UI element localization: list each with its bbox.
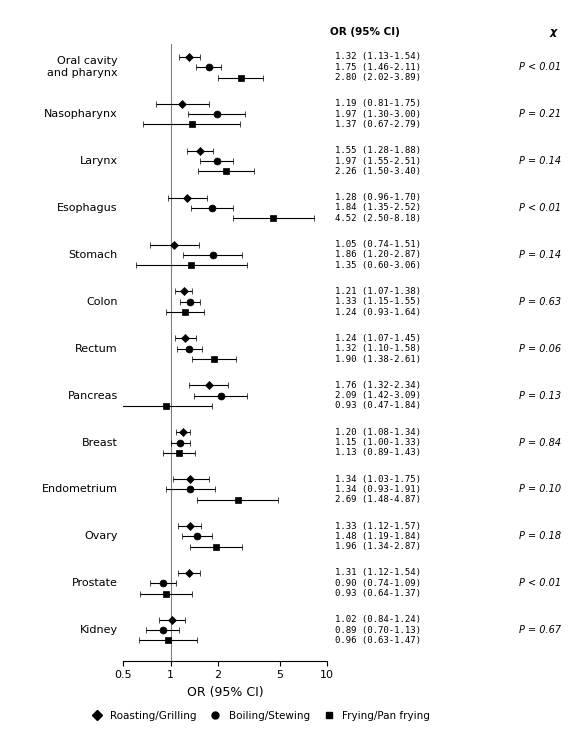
Text: 1.96 (1.34-2.87): 1.96 (1.34-2.87)	[335, 542, 421, 551]
Text: P = 0.63: P = 0.63	[519, 297, 561, 307]
Text: 1.02 (0.84-1.24): 1.02 (0.84-1.24)	[335, 615, 421, 624]
Text: 0.89 (0.70-1.13): 0.89 (0.70-1.13)	[335, 626, 421, 634]
Text: OR (95% CI): OR (95% CI)	[330, 27, 400, 36]
Text: 1.86 (1.20-2.87): 1.86 (1.20-2.87)	[335, 250, 421, 259]
Text: 1.75 (1.46-2.11): 1.75 (1.46-2.11)	[335, 63, 421, 72]
Text: P < 0.01: P < 0.01	[519, 62, 561, 72]
Text: 1.32 (1.13-1.54): 1.32 (1.13-1.54)	[335, 53, 421, 61]
Text: 1.55 (1.28-1.88): 1.55 (1.28-1.88)	[335, 146, 421, 155]
Text: P = 0.06: P = 0.06	[519, 344, 561, 354]
Text: 1.33 (1.12-1.57): 1.33 (1.12-1.57)	[335, 521, 421, 531]
Text: P = 0.21: P = 0.21	[519, 110, 561, 119]
Text: P = 0.14: P = 0.14	[519, 156, 561, 166]
Text: 1.19 (0.81-1.75): 1.19 (0.81-1.75)	[335, 99, 421, 108]
X-axis label: OR (95% CI): OR (95% CI)	[187, 686, 263, 699]
Text: 1.20 (1.08-1.34): 1.20 (1.08-1.34)	[335, 428, 421, 437]
Text: 1.34 (1.03-1.75): 1.34 (1.03-1.75)	[335, 474, 421, 483]
Text: 0.90 (0.74-1.09): 0.90 (0.74-1.09)	[335, 579, 421, 588]
Text: 1.05 (0.74-1.51): 1.05 (0.74-1.51)	[335, 240, 421, 249]
Legend: Roasting/Grilling, Boiling/Stewing, Frying/Pan frying: Roasting/Grilling, Boiling/Stewing, Fryi…	[82, 707, 435, 725]
Text: 2.80 (2.02-3.89): 2.80 (2.02-3.89)	[335, 73, 421, 82]
Text: P = 0.18: P = 0.18	[519, 531, 561, 542]
Text: 1.35 (0.60-3.06): 1.35 (0.60-3.06)	[335, 261, 421, 269]
Text: 1.76 (1.32-2.34): 1.76 (1.32-2.34)	[335, 381, 421, 390]
Text: 1.97 (1.55-2.51): 1.97 (1.55-2.51)	[335, 156, 421, 166]
Text: P = 0.13: P = 0.13	[519, 391, 561, 401]
Text: 1.24 (1.07-1.45): 1.24 (1.07-1.45)	[335, 334, 421, 343]
Text: 0.96 (0.63-1.47): 0.96 (0.63-1.47)	[335, 636, 421, 645]
Text: 1.15 (1.00-1.33): 1.15 (1.00-1.33)	[335, 438, 421, 447]
Text: 1.24 (0.93-1.64): 1.24 (0.93-1.64)	[335, 307, 421, 317]
Text: 1.90 (1.38-2.61): 1.90 (1.38-2.61)	[335, 355, 421, 364]
Text: 2.09 (1.42-3.09): 2.09 (1.42-3.09)	[335, 391, 421, 400]
Text: 1.97 (1.30-3.00): 1.97 (1.30-3.00)	[335, 110, 421, 119]
Text: 1.33 (1.15-1.55): 1.33 (1.15-1.55)	[335, 297, 421, 307]
Text: 1.21 (1.07-1.38): 1.21 (1.07-1.38)	[335, 287, 421, 296]
Text: P = 0.14: P = 0.14	[519, 250, 561, 260]
Text: 1.13 (0.89-1.43): 1.13 (0.89-1.43)	[335, 448, 421, 457]
Text: 1.31 (1.12-1.54): 1.31 (1.12-1.54)	[335, 569, 421, 577]
Text: 1.32 (1.10-1.58): 1.32 (1.10-1.58)	[335, 345, 421, 353]
Text: 1.84 (1.35-2.52): 1.84 (1.35-2.52)	[335, 204, 421, 212]
Text: χ: χ	[549, 27, 556, 36]
Text: P < 0.01: P < 0.01	[519, 578, 561, 588]
Text: 4.52 (2.50-8.18): 4.52 (2.50-8.18)	[335, 214, 421, 223]
Text: 1.28 (0.96-1.70): 1.28 (0.96-1.70)	[335, 193, 421, 202]
Text: 0.93 (0.47-1.84): 0.93 (0.47-1.84)	[335, 402, 421, 410]
Text: P = 0.10: P = 0.10	[519, 485, 561, 494]
Text: P = 0.84: P = 0.84	[519, 437, 561, 447]
Text: P = 0.67: P = 0.67	[519, 625, 561, 635]
Text: 1.37 (0.67-2.79): 1.37 (0.67-2.79)	[335, 120, 421, 129]
Text: 2.69 (1.48-4.87): 2.69 (1.48-4.87)	[335, 495, 421, 504]
Text: 0.93 (0.64-1.37): 0.93 (0.64-1.37)	[335, 589, 421, 598]
Text: P < 0.01: P < 0.01	[519, 203, 561, 213]
Text: 2.26 (1.50-3.40): 2.26 (1.50-3.40)	[335, 167, 421, 176]
Text: 1.48 (1.19-1.84): 1.48 (1.19-1.84)	[335, 532, 421, 541]
Text: 1.34 (0.93-1.91): 1.34 (0.93-1.91)	[335, 485, 421, 494]
